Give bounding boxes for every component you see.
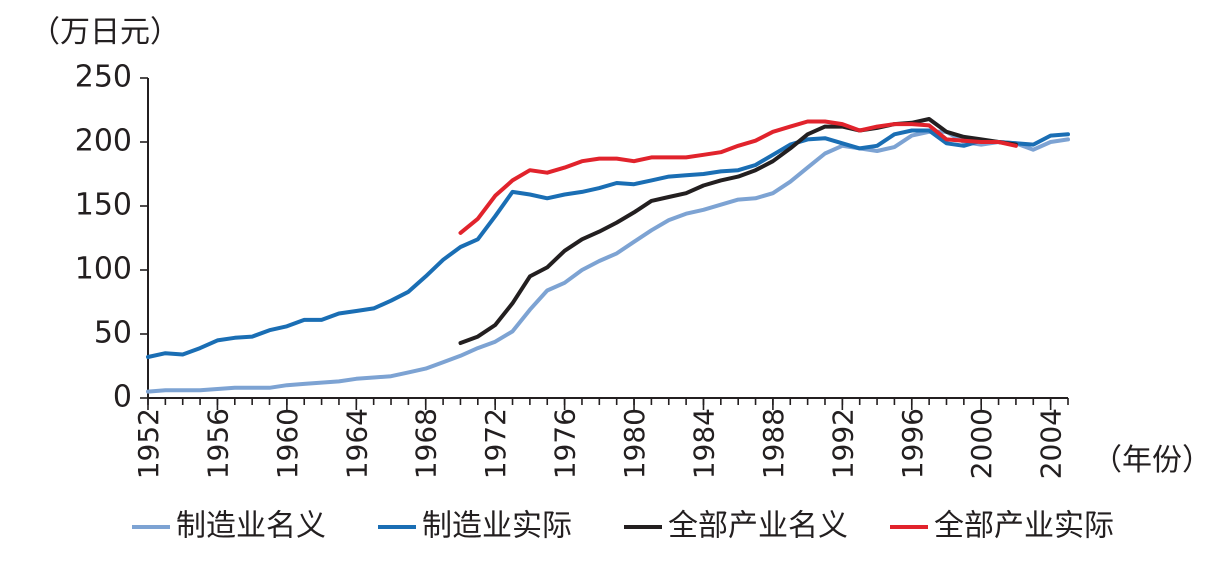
x-tick-label: 1988 <box>757 408 790 479</box>
x-tick-label: 2000 <box>965 408 998 479</box>
y-tick-label: 0 <box>113 380 132 415</box>
legend-label: 制造业实际 <box>422 509 572 544</box>
x-tick-label: 1964 <box>340 408 373 479</box>
x-tick-label: 1968 <box>410 408 443 479</box>
series-line-3 <box>458 117 1018 345</box>
y-tick-label: 200 <box>75 124 132 159</box>
series-line-1 <box>146 129 1070 394</box>
series-line-2 <box>146 128 1070 359</box>
x-tick-label: 2004 <box>1035 408 1068 479</box>
y-tick-label: 100 <box>75 252 132 287</box>
axes: 0 50 100 150 200 250 1952 1956 1960 1964 1968 1972 1… <box>75 60 1069 479</box>
legend: 制造业名义 制造业实际 全部产业名义 全部产业实际 <box>132 509 1114 544</box>
x-tick-label: 1956 <box>201 408 234 479</box>
y-tick-label: 150 <box>75 188 132 223</box>
x-tick-label: 1976 <box>549 408 582 479</box>
x-tick-label: 1984 <box>687 408 720 479</box>
y-axis-unit-label: （万日元） <box>30 15 180 50</box>
x-axis-unit-label: （年份） <box>1092 443 1212 478</box>
y-tick-label: 250 <box>75 60 132 95</box>
x-tick-label: 1996 <box>896 408 929 479</box>
x-tick-label: 1960 <box>271 408 304 479</box>
series-line-4 <box>458 119 1018 235</box>
legend-label: 制造业名义 <box>176 509 326 544</box>
x-tick-label: 1992 <box>826 408 859 479</box>
x-tick-label: 1980 <box>618 408 651 479</box>
x-tick-label: 1972 <box>479 408 512 479</box>
legend-label: 全部产业名义 <box>668 509 848 544</box>
legend-label: 全部产业实际 <box>934 509 1114 544</box>
y-tick-label: 50 <box>94 316 132 351</box>
plot-area <box>146 117 1070 394</box>
x-tick-label: 1952 <box>132 408 165 479</box>
